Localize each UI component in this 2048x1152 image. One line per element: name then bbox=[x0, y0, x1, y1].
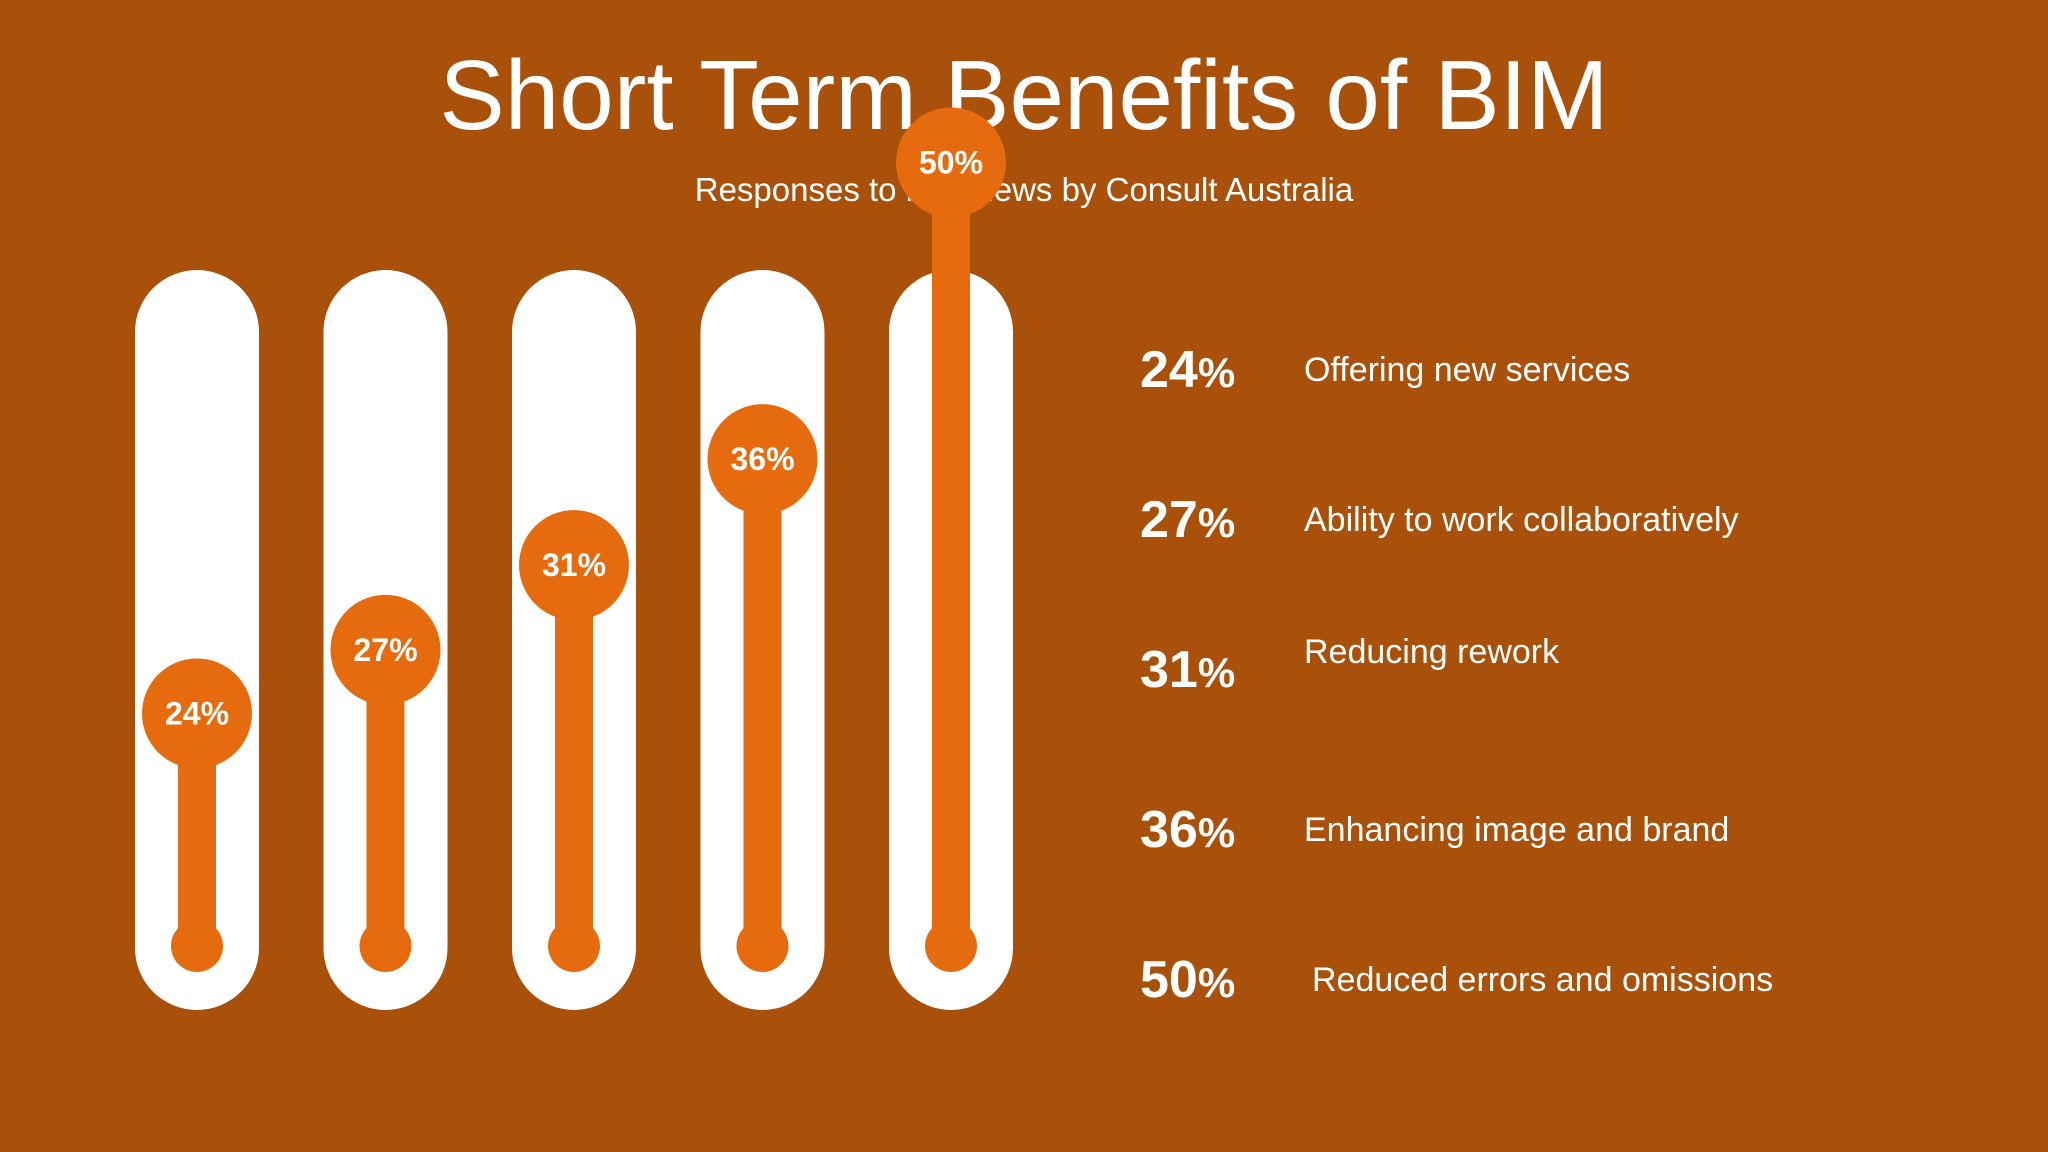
legend-label: Offering new services bbox=[1304, 351, 1631, 389]
legend-item: 36% Enhancing image and brand bbox=[1140, 790, 2020, 870]
legend-value: 27% bbox=[1140, 491, 1236, 549]
value-bubble bbox=[707, 404, 818, 515]
chart-title: Short Term Benefits of BIM bbox=[439, 40, 1609, 150]
chart-subtitle: Responses to interviews by Consult Austr… bbox=[694, 171, 1354, 208]
legend-value: 24% bbox=[1140, 341, 1236, 399]
legend-value: 50% bbox=[1140, 951, 1236, 1009]
legend-label: Enhancing image and brand bbox=[1304, 811, 1730, 849]
value-bubble bbox=[519, 510, 629, 621]
value-bubble bbox=[142, 658, 252, 769]
thermometer-stem bbox=[932, 162, 970, 946]
value-label: 31% bbox=[542, 547, 606, 583]
thermometer-tube bbox=[135, 270, 259, 1010]
value-label: 24% bbox=[165, 695, 229, 731]
legend-item: 24% Offering new services bbox=[1140, 330, 2020, 410]
legend-label: Reduced errors and omissions bbox=[1312, 961, 1774, 999]
thermometer-bar: 24% bbox=[135, 270, 259, 1010]
value-label: 27% bbox=[353, 632, 417, 668]
legend-item: 50% Reduced errors and omissions bbox=[1140, 940, 2020, 1020]
legend-label: Reducing rework bbox=[1304, 633, 1560, 671]
thermometer-bar: 50% bbox=[889, 107, 1013, 1010]
legend-item: 27% Ability to work collaboratively bbox=[1140, 480, 2020, 560]
thermometer-stem bbox=[743, 459, 782, 946]
legend-value: 36% bbox=[1140, 801, 1236, 859]
thermometer-bulb bbox=[548, 920, 600, 972]
value-label: 50% bbox=[919, 145, 983, 181]
thermometer-stem bbox=[555, 565, 593, 946]
value-bubble bbox=[330, 594, 441, 705]
thermometer-bulb bbox=[736, 920, 789, 972]
thermometer-bulb bbox=[359, 920, 412, 972]
thermometer-bar: 27% bbox=[323, 270, 448, 1010]
thermometer-bar: 31% bbox=[512, 270, 636, 1010]
thermometer-bulb bbox=[171, 920, 223, 972]
value-label: 36% bbox=[730, 441, 794, 477]
thermometer-bulb bbox=[925, 920, 977, 972]
legend-item: 31% Reducing rework bbox=[1140, 630, 2020, 710]
legend-label: Ability to work collaboratively bbox=[1304, 501, 1739, 539]
value-bubble bbox=[896, 107, 1006, 218]
thermometer-bar: 36% bbox=[700, 270, 825, 1010]
legend-value: 31% bbox=[1140, 641, 1236, 699]
